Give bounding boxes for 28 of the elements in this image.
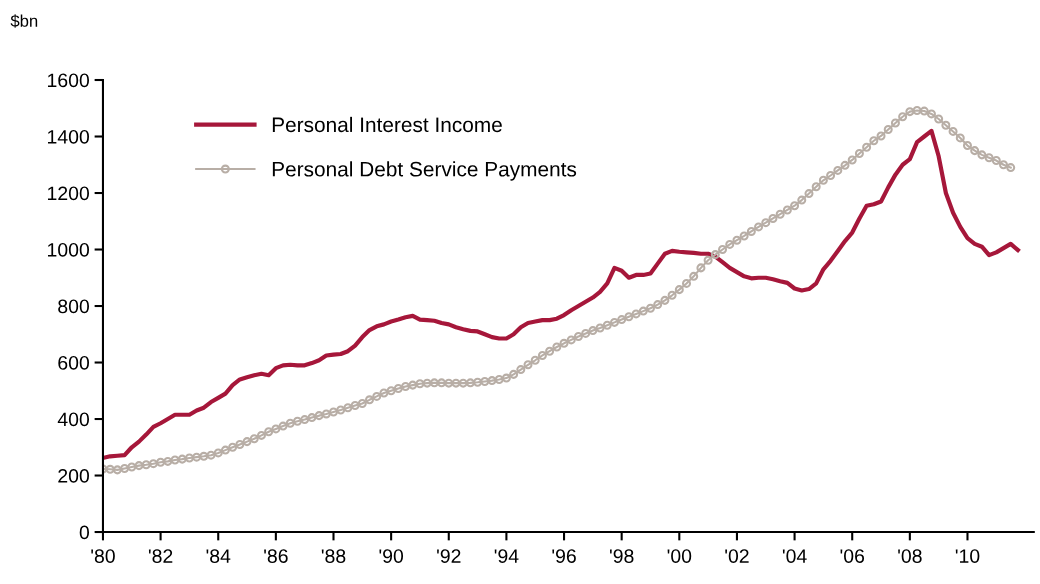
y-tick-label: 200 xyxy=(58,468,90,483)
y-tick-label: 1200 xyxy=(48,186,90,201)
legend-label: Personal Interest Income xyxy=(272,116,502,133)
y-tick-label: 1000 xyxy=(48,242,90,257)
x-tick-label: '94 xyxy=(494,549,519,563)
x-tick-label: '00 xyxy=(667,549,692,563)
x-tick-label: '80 xyxy=(91,549,115,563)
x-tick-label: '90 xyxy=(379,549,404,563)
x-tick-label: '06 xyxy=(840,549,865,563)
y-tick-label: 800 xyxy=(58,299,90,314)
x-tick-label: '08 xyxy=(898,549,922,563)
x-tick-label: '96 xyxy=(552,549,576,563)
y-tick-label: 600 xyxy=(58,355,90,370)
x-tick-label: '88 xyxy=(321,549,346,563)
y-tick-label: 0 xyxy=(79,525,90,540)
x-tick-label: '10 xyxy=(955,549,980,563)
y-axis-title: $bn xyxy=(10,14,38,28)
x-tick-label: '86 xyxy=(264,549,288,563)
y-tick-label: 1600 xyxy=(48,73,90,88)
y-tick-label: 1400 xyxy=(48,129,90,144)
x-tick-label: '02 xyxy=(725,549,749,563)
x-tick-label: '82 xyxy=(148,549,173,563)
x-tick-label: '84 xyxy=(206,549,231,563)
x-tick-label: '92 xyxy=(437,549,461,563)
y-tick-label: 400 xyxy=(57,412,90,427)
x-tick-label: '04 xyxy=(782,549,807,563)
legend-label: Personal Debt Service Payments xyxy=(272,161,577,181)
x-tick-label: '98 xyxy=(609,549,634,563)
